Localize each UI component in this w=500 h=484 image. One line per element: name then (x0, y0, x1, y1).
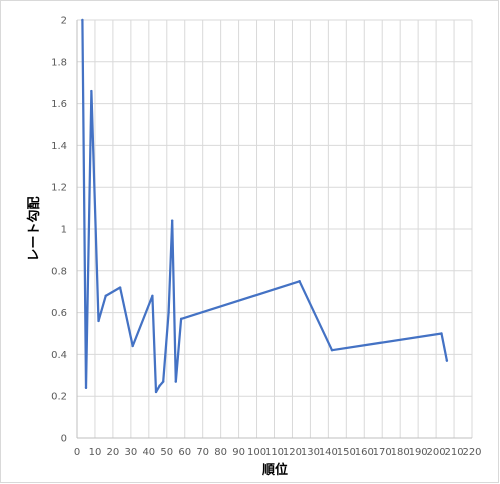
data-point (97, 319, 100, 323)
x-tick-label: 0 (74, 447, 80, 458)
data-point (158, 384, 161, 387)
y-tick-label: 0.8 (51, 266, 67, 277)
x-tick-label: 170 (373, 447, 392, 458)
data-point (161, 380, 165, 383)
data-point (84, 386, 88, 390)
data-point (330, 349, 334, 352)
series-layer (81, 18, 449, 394)
x-tick-label: 10 (89, 447, 102, 458)
y-tick-label: 1.6 (51, 99, 67, 110)
data-point (167, 311, 170, 314)
data-point (118, 286, 122, 289)
y-tick-label: 0.2 (51, 392, 67, 403)
x-tick-label: 160 (355, 447, 374, 458)
x-tick-label: 220 (462, 447, 481, 458)
x-tick-label: 180 (391, 447, 410, 458)
data-point (90, 89, 93, 93)
y-tick-label: 1 (61, 225, 67, 236)
tick-labels: 00.20.40.60.811.21.41.61.820 10 20 30 40 50 60… (51, 16, 481, 459)
x-tick-label: 40 (142, 447, 155, 458)
data-point (298, 280, 301, 283)
x-tick-label: 20 (107, 447, 120, 458)
y-tick-label: 1.8 (51, 57, 67, 68)
grid (77, 19, 473, 439)
data-point (151, 294, 154, 298)
data-point (174, 380, 177, 383)
x-tick-label: 120 (283, 447, 302, 458)
data-point (131, 344, 134, 348)
data-point (154, 390, 158, 394)
x-axis-title: 順位 (262, 462, 288, 478)
y-tick-label: 1.4 (51, 141, 67, 152)
data-point (445, 359, 449, 362)
x-tick-label: 150 (337, 447, 356, 458)
y-tick-label: 1.2 (51, 183, 67, 194)
x-tick-label: 110 (265, 447, 284, 458)
y-tick-label: 2 (61, 16, 67, 27)
x-tick-label: 130 (301, 447, 320, 458)
x-tick-label: 210 (444, 447, 463, 458)
x-tick-label: 140 (319, 447, 338, 458)
x-tick-label: 100 (247, 447, 266, 458)
axes (76, 20, 472, 439)
data-point (170, 219, 174, 222)
series-line (81, 18, 449, 394)
y-tick-label: 0 (61, 434, 67, 445)
x-tick-label: 70 (196, 447, 209, 458)
y-tick-label: 0.6 (51, 308, 67, 319)
x-tick-label: 30 (124, 447, 137, 458)
x-tick-label: 50 (160, 447, 173, 458)
x-tick-label: 200 (427, 447, 446, 458)
x-tick-label: 60 (178, 447, 191, 458)
y-axis-title: レート勾配 (26, 196, 42, 261)
data-point (179, 317, 183, 321)
data-point (104, 294, 107, 298)
y-tick-label: 0.4 (51, 350, 67, 361)
x-tick-label: 90 (232, 447, 245, 458)
x-tick-label: 80 (214, 447, 227, 458)
x-tick-label: 190 (409, 447, 428, 458)
data-point (440, 332, 443, 335)
data-point (81, 18, 84, 22)
